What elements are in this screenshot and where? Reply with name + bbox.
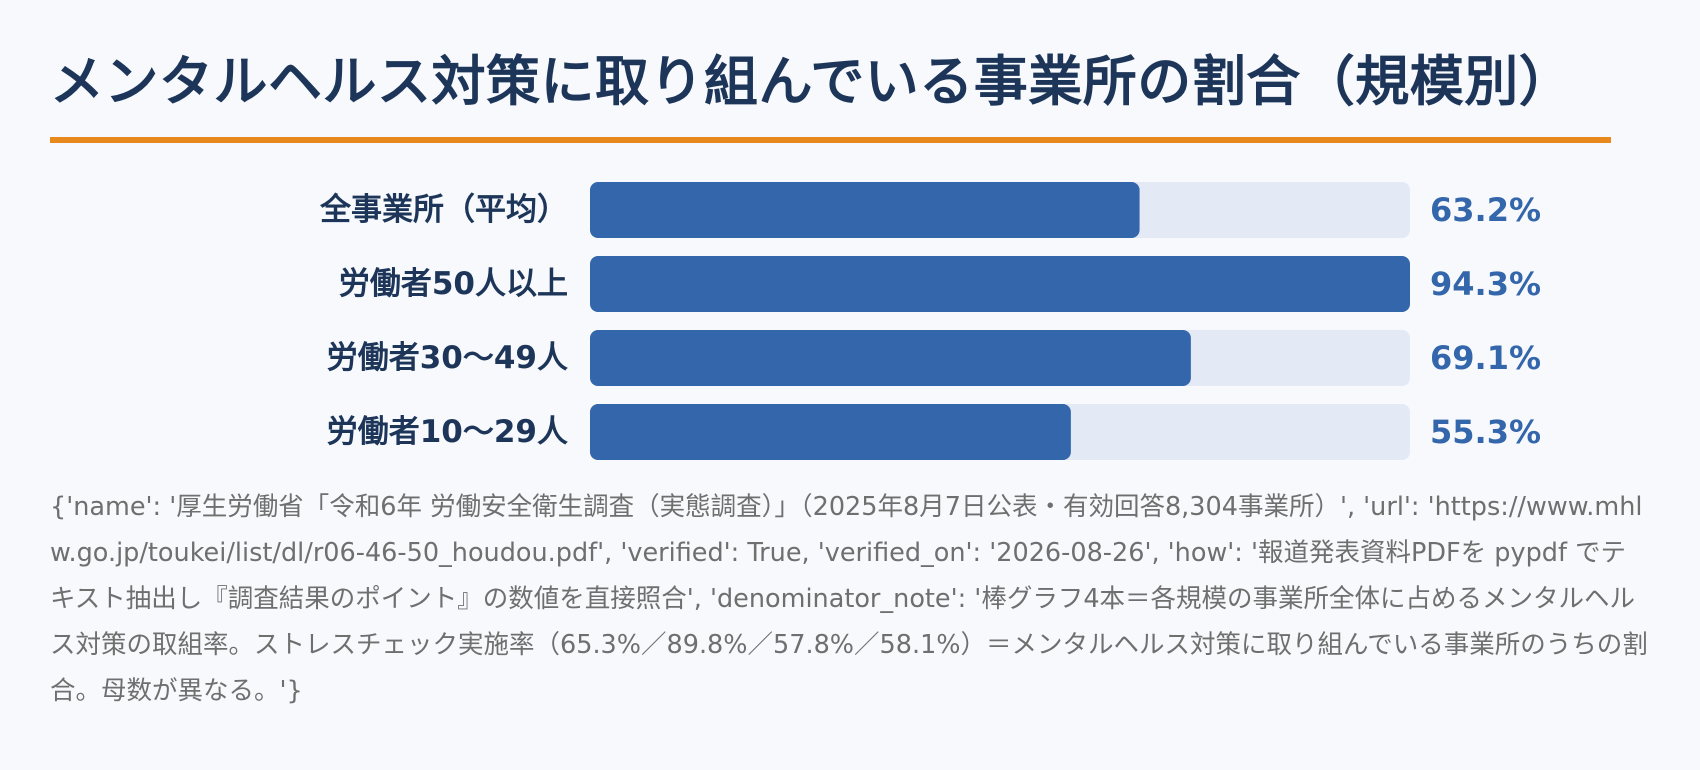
value-label: 55.3% bbox=[1430, 413, 1541, 451]
category-label: 労働者10〜29人 bbox=[327, 414, 568, 450]
bar-row: 労働者30〜49人 69.1% bbox=[327, 330, 1541, 386]
value-label: 94.3% bbox=[1430, 265, 1541, 303]
bar-row: 全事業所（平均） 63.2% bbox=[319, 182, 1541, 238]
bar-chart: 全事業所（平均） 63.2% 労働者50人以上 94.3% 労働者30〜49人 69.1%… bbox=[319, 182, 1541, 460]
category-label: 労働者30〜49人 bbox=[327, 340, 568, 376]
bar-row: 労働者10〜29人 55.3% bbox=[327, 404, 1541, 460]
value-label: 63.2% bbox=[1430, 191, 1541, 229]
chart-title: メンタルヘルス対策に取り組んでいる事業所の割合（規模別） bbox=[50, 50, 1574, 113]
source-note: {'name': '厚生労働省「令和6年 労働安全衛生調査（実態調査）」（202… bbox=[50, 492, 1648, 706]
category-label: 労働者50人以上 bbox=[339, 266, 568, 302]
value-label: 69.1% bbox=[1430, 339, 1541, 377]
bar bbox=[590, 404, 1071, 460]
bar bbox=[590, 256, 1410, 312]
title-underline bbox=[50, 137, 1611, 143]
bar bbox=[590, 182, 1140, 238]
bar-row: 労働者50人以上 94.3% bbox=[339, 256, 1541, 312]
bar bbox=[590, 330, 1191, 386]
category-label: 全事業所（平均） bbox=[319, 192, 568, 228]
